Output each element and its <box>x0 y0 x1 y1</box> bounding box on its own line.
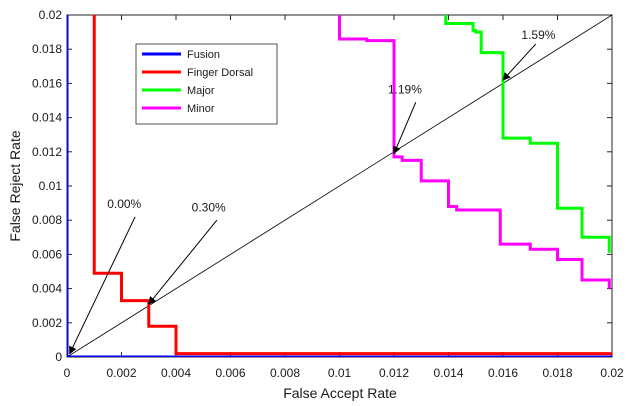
annotation-label: 1.59% <box>521 28 555 42</box>
x-tick-label: 0.01 <box>328 366 352 380</box>
annotation-arrow <box>393 102 417 155</box>
equal-error-reference-line <box>67 15 612 357</box>
y-tick-label: 0.014 <box>32 111 62 125</box>
annotations: 0.00% 0.30% 1.19% 1.59% <box>69 28 556 355</box>
y-tick-label: 0.018 <box>32 42 62 56</box>
annotation-arrow <box>502 43 537 81</box>
y-tick-label: 0.02 <box>39 8 63 22</box>
annotation-label: 0.30% <box>192 201 226 215</box>
legend-label-finger-dorsal: Finger Dorsal <box>187 67 253 79</box>
annotation-arrow <box>69 216 136 355</box>
x-tick-label: 0.006 <box>215 366 245 380</box>
legend-label-major: Major <box>187 85 215 97</box>
y-tick-label: 0.012 <box>32 145 62 159</box>
x-tick-label: 0.012 <box>379 366 409 380</box>
y-tick-label: 0.01 <box>39 179 63 193</box>
x-tick-label: 0.002 <box>106 366 136 380</box>
annotation-arrow <box>148 219 218 305</box>
x-tick-label: 0 <box>64 366 71 380</box>
series-line-major <box>444 15 611 253</box>
y-tick-label: 0.008 <box>32 213 62 227</box>
y-tick-label: 0.006 <box>32 247 62 261</box>
x-tick-label: 0.018 <box>542 366 572 380</box>
legend-label-minor: Minor <box>187 103 215 115</box>
y-tick-label: 0.004 <box>32 282 62 296</box>
x-tick-label: 0.008 <box>270 366 300 380</box>
y-tick-label: 0.016 <box>32 76 62 90</box>
x-axis-title: False Accept Rate <box>283 385 397 401</box>
annotation-label: 0.00% <box>107 197 141 211</box>
x-tick-label: 0.02 <box>600 366 624 380</box>
legend-label-fusion: Fusion <box>187 49 220 61</box>
legend: Fusion Finger Dorsal Major Minor <box>135 43 278 125</box>
annotation-label: 1.19% <box>388 83 422 97</box>
series-line-minor <box>338 15 611 289</box>
y-axis-title: False Reject Rate <box>7 130 23 241</box>
x-tick-label: 0.004 <box>161 366 191 380</box>
y-tick-label: 0 <box>55 350 62 364</box>
x-tick-label: 0.016 <box>488 366 518 380</box>
x-tick-label: 0.014 <box>433 366 463 380</box>
y-tick-label: 0.002 <box>32 316 62 330</box>
legend-box <box>135 43 278 125</box>
axis-tick-labels: 0 0.002 0.004 0.006 0.008 0.01 0.012 0.014 0.016… <box>32 8 624 380</box>
